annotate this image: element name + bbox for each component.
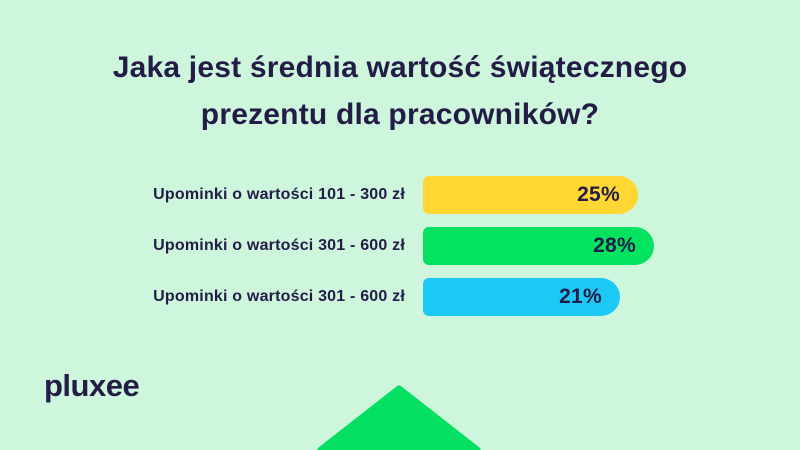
page-title: Jaka jest średnia wartość świątecznego p… — [0, 44, 800, 138]
chart-row: Upominki o wartości 101 - 300 zł 25% — [0, 176, 800, 214]
bar-label: Upominki o wartości 301 - 600 zł — [153, 237, 405, 254]
chart-row: Upominki o wartości 301 - 600 zł 28% — [0, 227, 800, 265]
bar-chart: Upominki o wartości 101 - 300 zł 25% Upo… — [0, 176, 800, 329]
arrow-triangle — [317, 385, 481, 450]
title-line-2: prezentu dla pracowników? — [200, 98, 600, 131]
title-line-1: Jaka jest średnia wartość świątecznego — [112, 51, 688, 84]
bar: 28% — [423, 227, 654, 265]
bar-value: 28% — [593, 234, 636, 257]
bar: 25% — [423, 176, 638, 214]
chart-row: Upominki o wartości 301 - 600 zł 21% — [0, 278, 800, 316]
arrow-up-icon — [317, 385, 481, 450]
bar-label: Upominki o wartości 101 - 300 zł — [153, 186, 405, 203]
pluxee-logo: pluxee — [44, 368, 140, 403]
bar-value: 21% — [559, 285, 602, 308]
bar-label: Upominki o wartości 301 - 600 zł — [153, 288, 405, 305]
bar-value: 25% — [577, 183, 620, 206]
bar: 21% — [423, 278, 620, 316]
